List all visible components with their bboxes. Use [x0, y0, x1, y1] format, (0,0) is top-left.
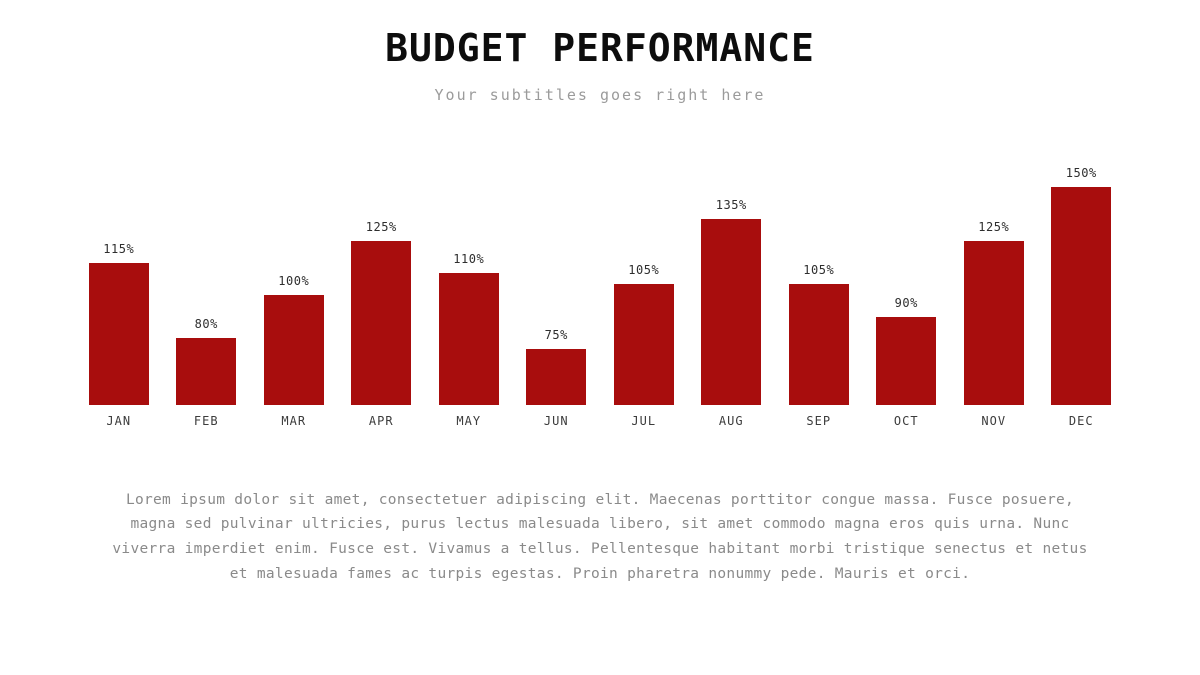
bar-column: 105% JUL	[600, 263, 688, 430]
bar-month-label: JUN	[543, 413, 569, 428]
bar-month-label: MAR	[281, 413, 307, 428]
bar-value-label: 80%	[194, 316, 218, 331]
bar-month-label: DEC	[1068, 413, 1094, 428]
page-title: BUDGET PERFORMANCE	[385, 26, 815, 70]
bar-month-label: FEB	[193, 413, 219, 428]
bar-column: 115% JAN	[75, 242, 163, 430]
bar-month-label: OCT	[893, 413, 919, 428]
bar	[88, 262, 149, 405]
bar-value-label: 75%	[544, 327, 568, 342]
bar	[176, 337, 237, 405]
bar-value-label: 125%	[978, 219, 1010, 234]
bar-value-label: 135%	[715, 197, 747, 212]
bar	[701, 218, 762, 405]
bar-value-label: 110%	[453, 251, 485, 266]
bar	[263, 294, 324, 405]
bar-column: 100% MAR	[250, 274, 338, 430]
bar	[788, 283, 849, 405]
bar-column: 80% FEB	[163, 317, 251, 430]
bar-value-label: 100%	[278, 273, 310, 288]
bar-column: 90% OCT	[863, 296, 951, 430]
bar	[876, 316, 937, 405]
bar-value-label: 150%	[1065, 165, 1097, 180]
bar-month-label: AUG	[718, 413, 744, 428]
bar	[613, 283, 674, 405]
bar-value-label: 125%	[365, 219, 397, 234]
bar-column: 135% AUG	[688, 198, 776, 430]
bar-month-label: SEP	[806, 413, 832, 428]
slide-subtitle: Your subtitles goes right here	[434, 85, 766, 104]
bar	[1051, 186, 1112, 405]
bar-column: 75% JUN	[513, 328, 601, 430]
body-paragraph: Lorem ipsum dolor sit amet, consectetuer…	[112, 491, 1088, 582]
bar-column: 150% DEC	[1038, 166, 1126, 430]
bar	[438, 272, 499, 405]
bar-month-label: JAN	[106, 413, 132, 428]
bar-chart: 115% JAN 80% FEB 100% MAR 125% APR 110% MAY 75% JUN…	[75, 166, 1125, 430]
bar	[963, 240, 1024, 405]
bar-month-label: NOV	[981, 413, 1007, 428]
bar-column: 110% MAY	[425, 252, 513, 430]
bar	[526, 348, 587, 405]
bar-value-label: 115%	[103, 241, 135, 256]
bar-value-label: 105%	[628, 262, 660, 277]
bar-month-label: APR	[368, 413, 394, 428]
bar-value-label: 105%	[803, 262, 835, 277]
bar-month-label: JUL	[631, 413, 657, 428]
bar	[351, 240, 412, 405]
bar-column: 125% APR	[338, 220, 426, 430]
bar-column: 105% SEP	[775, 263, 863, 430]
bar-month-label: MAY	[456, 413, 482, 428]
bar-column: 125% NOV	[950, 220, 1038, 430]
bar-value-label: 90%	[894, 295, 918, 310]
